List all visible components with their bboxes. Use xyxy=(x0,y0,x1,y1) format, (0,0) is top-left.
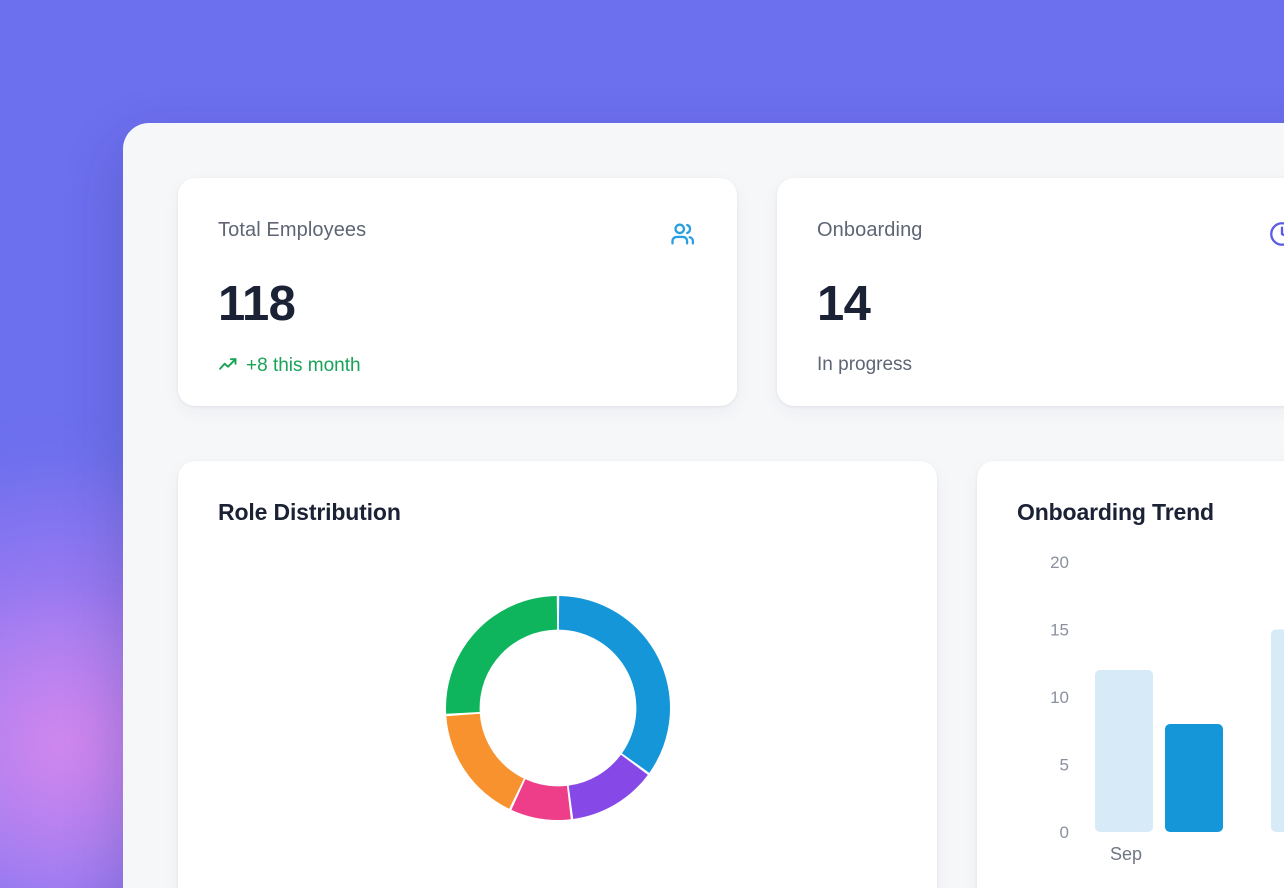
onboarding-trend-bar-chart[interactable]: 05101520SepOct xyxy=(1017,544,1284,874)
chart-card-row: Role Distribution Onboarding Trend 0 5 10 1… xyxy=(178,461,1284,888)
clock-icon xyxy=(1270,222,1284,246)
stat-delta-label: +8 this month xyxy=(246,354,361,376)
stat-label: Onboarding xyxy=(817,219,923,241)
chart-title-onboarding-trend: Onboarding Trend xyxy=(1017,499,1214,525)
donut-chart-container xyxy=(218,578,897,838)
stat-card-header: Onboarding xyxy=(817,220,1284,248)
donut-segment-support[interactable] xyxy=(445,713,524,809)
bar-sep-planned[interactable] xyxy=(1095,670,1153,832)
stat-delta: +8 this month xyxy=(218,355,697,375)
y-axis-tick-20: 20 xyxy=(1050,553,1069,572)
y-axis-tick-10: 10 xyxy=(1050,688,1069,707)
stat-value: 14 xyxy=(817,277,871,331)
stat-status-label: In progress xyxy=(817,354,913,375)
y-axis-tick-5: 5 xyxy=(1060,756,1069,775)
stat-value: 118 xyxy=(218,277,296,331)
donut-segment-engineering[interactable] xyxy=(558,596,670,773)
chart-card-role-distribution[interactable]: Role Distribution xyxy=(178,461,937,888)
chart-title-role-distribution: Role Distribution xyxy=(218,499,401,525)
bar-oct-planned[interactable] xyxy=(1271,629,1284,833)
bar-sep-completed[interactable] xyxy=(1165,724,1223,832)
stat-card-onboarding[interactable]: Onboarding 14 In progress xyxy=(777,178,1284,406)
role-distribution-donut[interactable] xyxy=(428,578,688,838)
stat-label: Total Employees xyxy=(218,219,367,241)
donut-segment-operations[interactable] xyxy=(445,596,557,714)
stat-card-total-employees[interactable]: Total Employees 118 +8 this month xyxy=(178,178,737,406)
y-axis-tick-0: 0 xyxy=(1060,823,1069,842)
stat-status: In progress xyxy=(817,355,1284,374)
users-icon xyxy=(671,223,695,245)
trending-up-icon xyxy=(219,358,237,370)
donut-segment-sales[interactable] xyxy=(510,779,571,820)
x-axis-tick-sep: Sep xyxy=(1110,844,1142,864)
stat-card-row: Total Employees 118 +8 this month xyxy=(178,178,1284,406)
y-axis-tick-15: 15 xyxy=(1050,621,1069,640)
chart-card-onboarding-trend[interactable]: Onboarding Trend 05101520SepOct xyxy=(977,461,1284,888)
stat-card-header: Total Employees xyxy=(218,220,697,248)
dashboard-window: Total Employees 118 +8 this month xyxy=(123,123,1284,888)
donut-segment-design[interactable] xyxy=(568,754,648,819)
